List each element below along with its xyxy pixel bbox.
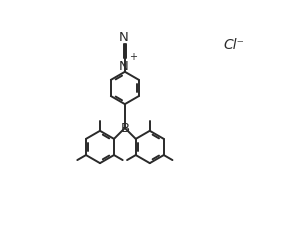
Text: B: B xyxy=(120,122,129,135)
Text: Cl⁻: Cl⁻ xyxy=(224,38,245,52)
Text: N: N xyxy=(119,59,129,72)
Text: N: N xyxy=(119,30,129,43)
Text: +: + xyxy=(129,51,138,61)
